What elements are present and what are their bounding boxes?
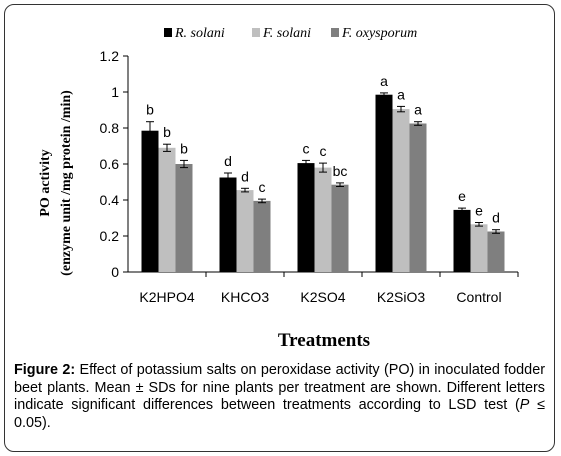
y-tick-label: 0	[111, 264, 119, 280]
caption-label: Figure 2:	[14, 362, 76, 378]
y-tick-label: 0.6	[100, 156, 120, 172]
figure-caption: Figure 2: Effect of potassium salts on p…	[14, 362, 545, 432]
y-axis-label-units: (enzyme unit /mg protein /min)	[59, 90, 74, 276]
bar	[409, 123, 427, 272]
caption-p-symbol: P	[519, 397, 530, 414]
bar	[470, 224, 488, 272]
chart-legend: R. solani F. solani F. oxysporum	[164, 26, 417, 41]
significance-label: bc	[333, 163, 348, 179]
significance-label: b	[146, 102, 154, 118]
legend-label: F. oxysporum	[341, 26, 417, 41]
bar	[314, 167, 332, 272]
legend-label: R. solani	[174, 26, 225, 41]
significance-label: c	[303, 140, 310, 156]
bar	[375, 94, 393, 272]
significance-label: d	[492, 210, 500, 226]
legend-swatch	[164, 28, 172, 37]
y-axis-label: PO activity	[38, 149, 53, 216]
x-category-label: K2SiO3	[377, 289, 425, 305]
bar-chart: R. solani F. solani F. oxysporum 0 0.2 0.4 0.…	[38, 26, 519, 351]
significance-label: e	[475, 203, 483, 219]
bar	[487, 231, 505, 272]
significance-label: c	[259, 179, 266, 195]
y-tick-label: 1	[111, 84, 119, 100]
chart-axes: 0 0.2 0.4 0.6 0.8 1 1.2 K2HPO4 KHCO3 K2SO4 K2SiO3 C…	[100, 48, 519, 305]
bar	[175, 164, 193, 272]
significance-label: d	[241, 168, 249, 184]
significance-label: a	[414, 102, 422, 118]
bar	[158, 147, 176, 272]
significance-label: c	[320, 143, 327, 159]
significance-label: a	[397, 86, 405, 102]
bar	[297, 163, 315, 272]
legend-swatch	[252, 28, 260, 37]
significance-label: b	[163, 124, 171, 140]
legend-swatch	[331, 28, 339, 37]
bar	[253, 200, 271, 272]
significance-label: e	[458, 188, 466, 204]
bar	[392, 109, 410, 272]
y-tick-label: 1.2	[100, 48, 120, 64]
x-category-label: K2HPO4	[139, 289, 194, 305]
x-category-label: Control	[456, 289, 501, 305]
significance-label: d	[224, 153, 232, 169]
bar	[453, 209, 471, 272]
bar	[141, 130, 159, 272]
bar	[236, 190, 254, 272]
x-category-label: KHCO3	[221, 289, 269, 305]
caption-p-rest: ≤ 0.05).	[14, 397, 545, 431]
significance-label: b	[180, 140, 188, 156]
legend-label: F. solani	[262, 26, 311, 41]
x-category-label: K2SO4	[300, 289, 345, 305]
bar	[331, 184, 349, 272]
significance-label: a	[380, 73, 388, 89]
y-tick-label: 0.8	[100, 120, 120, 136]
x-axis-label: Treatments	[278, 330, 370, 351]
bar	[219, 177, 237, 272]
y-tick-label: 0.4	[100, 192, 120, 208]
y-tick-label: 0.2	[100, 228, 120, 244]
caption-text: Effect of potassium salts on peroxidase …	[14, 362, 545, 414]
